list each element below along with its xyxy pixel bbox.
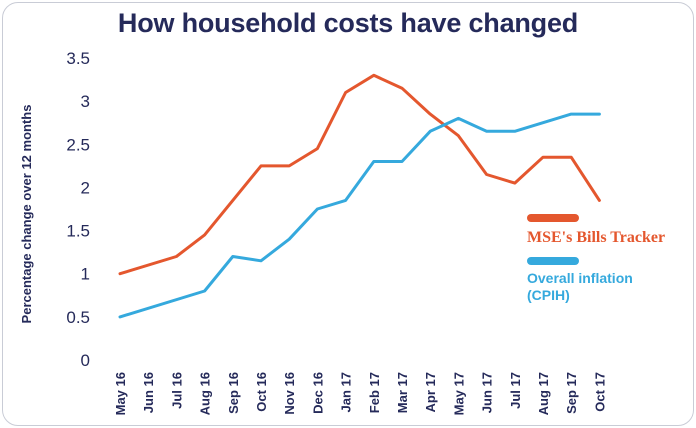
x-tick-label: Sep 16 [226, 372, 241, 414]
legend-swatch-bills-tracker [527, 214, 579, 222]
y-tick-label: 1.5 [66, 222, 90, 241]
y-tick-label: 0.5 [66, 308, 90, 327]
x-tick-label: Dec 16 [310, 372, 325, 414]
y-tick-label: 2.5 [66, 135, 90, 154]
chart-title: How household costs have changed [117, 8, 579, 38]
y-axis-ticks: 0 0.5 1 1.5 2 2.5 3 3.5 [66, 49, 90, 370]
y-axis-label: Percentage change over 12 months [19, 105, 34, 324]
y-tick-label: 1 [81, 265, 90, 284]
x-axis-ticks: May 16 Jun 16 Jul 16 Aug 16 Sep 16 Oct 16 Nov … [113, 372, 607, 415]
y-tick-label: 2 [81, 178, 90, 197]
y-tick-label: 3.5 [66, 49, 90, 68]
x-tick-label: Aug 16 [198, 372, 213, 415]
x-tick-label: May 17 [451, 372, 466, 415]
x-tick-label: Sep 17 [564, 372, 579, 414]
x-tick-label: Oct 17 [592, 372, 607, 412]
x-tick-label: Jun 17 [480, 372, 495, 413]
legend-label-inflation: Overall inflation (CPIH) [527, 270, 633, 303]
x-tick-label: Aug 17 [536, 372, 551, 415]
x-tick-label: Oct 16 [254, 372, 269, 412]
x-tick-label: Jan 17 [339, 372, 354, 412]
series-lines [118, 73, 601, 319]
x-tick-label: May 16 [113, 372, 128, 415]
x-tick-label: Apr 17 [423, 372, 438, 412]
series-line-bills-tracker [118, 73, 601, 276]
x-tick-label: Mar 17 [395, 372, 410, 413]
x-tick-label: Jul 17 [508, 372, 523, 409]
x-tick-label: Nov 16 [282, 372, 297, 415]
legend-label-bills-tracker: MSE's Bills Tracker [527, 229, 666, 246]
x-tick-label: Jun 16 [141, 372, 156, 413]
x-tick-label: Jul 16 [169, 372, 184, 409]
x-tick-label: Feb 17 [367, 372, 382, 413]
y-tick-label: 0 [81, 351, 90, 370]
y-tick-label: 3 [81, 92, 90, 111]
legend-swatch-inflation [527, 257, 579, 265]
series-line-inflation [118, 112, 601, 319]
